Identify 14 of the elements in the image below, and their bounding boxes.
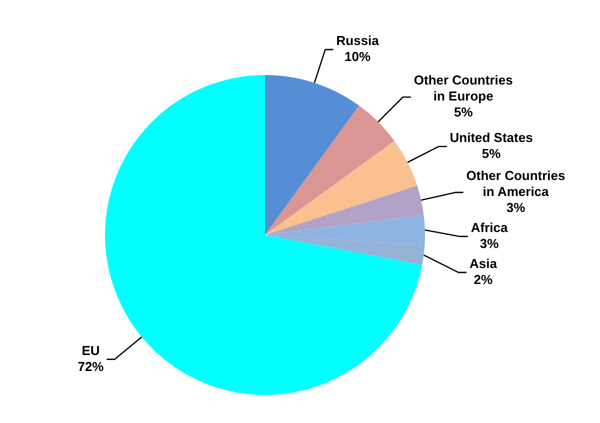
slice-label: EU (82, 342, 100, 358)
data-label: 2% (474, 272, 494, 288)
data-label: 10% (344, 49, 372, 64)
slice-label: Asia (469, 256, 498, 272)
slice-label: Russia (336, 33, 380, 48)
data-label: 5% (454, 104, 474, 120)
slice-label: United States (450, 130, 533, 146)
data-label: 5% (482, 146, 502, 162)
data-label: 3% (480, 236, 500, 252)
data-label: 72% (78, 358, 104, 374)
slice-label: Other Countries in Europe (414, 72, 513, 104)
slice-label: Africa (470, 220, 509, 236)
slice-label: Other Countries in America (466, 168, 566, 200)
data-label: 3% (506, 200, 526, 216)
